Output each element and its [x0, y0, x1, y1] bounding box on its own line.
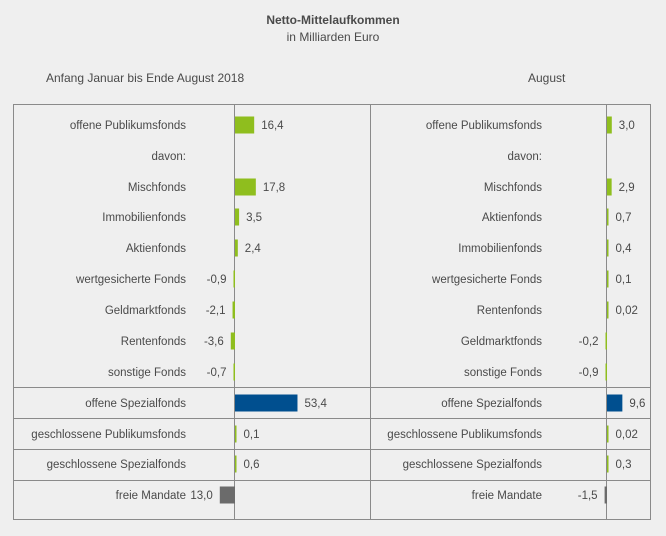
category-label: Aktienfonds	[482, 212, 542, 224]
value-label: -2,1	[206, 305, 226, 317]
value-label: -3,6	[204, 336, 224, 348]
value-label: 9,6	[629, 398, 645, 410]
value-label: 53,4	[304, 398, 327, 410]
category-label: offene Publikumsfonds	[426, 120, 542, 132]
value-label: 0,02	[616, 305, 638, 317]
category-label: Immobilienfonds	[102, 212, 186, 224]
value-label: 3,0	[619, 120, 635, 132]
category-label: sonstige Fonds	[108, 367, 186, 379]
bar	[607, 394, 623, 412]
chart-title: Netto-Mittelaufkommen	[266, 13, 400, 27]
bar	[607, 239, 609, 257]
bar	[607, 116, 612, 134]
value-label: 13,0	[190, 490, 212, 502]
bar	[235, 425, 237, 443]
panel-label-right: August	[528, 71, 566, 85]
value-label: 16,4	[261, 120, 284, 132]
value-label: 0,1	[616, 274, 632, 286]
category-label: offene Publikumsfonds	[70, 120, 186, 132]
category-label: wertgesicherte Fonds	[75, 274, 186, 286]
category-label: Mischfonds	[128, 182, 186, 194]
bar	[230, 332, 235, 350]
category-label: davon:	[507, 151, 542, 163]
category-label: wertgesicherte Fonds	[431, 274, 542, 286]
category-label: Geldmarktfonds	[105, 305, 186, 317]
bar	[607, 301, 609, 319]
bar	[607, 178, 612, 196]
category-label: Rentenfonds	[121, 336, 186, 348]
value-label: 17,8	[263, 182, 285, 194]
value-label: -0,9	[207, 274, 227, 286]
category-label: offene Spezialfonds	[85, 398, 186, 410]
value-label: 0,4	[616, 243, 633, 255]
category-label: Rentenfonds	[477, 305, 542, 317]
category-label: geschlossene Spezialfonds	[403, 459, 543, 471]
value-label: 2,4	[245, 243, 262, 255]
value-label: -0,7	[207, 367, 227, 379]
value-label: 0,3	[616, 459, 632, 471]
bar	[235, 178, 256, 196]
category-label: davon:	[151, 151, 186, 163]
value-label: 3,5	[246, 212, 262, 224]
bar	[235, 394, 298, 412]
bar	[605, 332, 607, 350]
category-label: sonstige Fonds	[464, 367, 542, 379]
value-label: -1,5	[578, 490, 598, 502]
category-label: offene Spezialfonds	[441, 398, 542, 410]
category-label: Geldmarktfonds	[461, 336, 542, 348]
category-label: freie Mandate	[116, 490, 186, 502]
bar	[235, 208, 240, 226]
value-label: 0,1	[244, 429, 260, 441]
bar	[232, 301, 235, 319]
bar	[233, 363, 235, 381]
bar	[607, 425, 609, 443]
category-label: Mischfonds	[484, 182, 542, 194]
value-label: 0,02	[616, 429, 638, 441]
bar	[233, 270, 235, 288]
value-label: 2,9	[619, 182, 635, 194]
bar	[235, 116, 255, 134]
category-label: geschlossene Publikumsfonds	[387, 429, 542, 441]
bar	[607, 455, 609, 473]
chart-frame	[13, 104, 651, 520]
bar	[607, 208, 609, 226]
category-label: Immobilienfonds	[458, 243, 542, 255]
category-label: freie Mandate	[472, 490, 542, 502]
bar	[607, 270, 609, 288]
bar	[219, 486, 235, 504]
value-label: 0,7	[616, 212, 632, 224]
bar	[235, 455, 237, 473]
category-label: geschlossene Spezialfonds	[47, 459, 187, 471]
category-label: Aktienfonds	[126, 243, 186, 255]
panel-label-left: Anfang Januar bis Ende August 2018	[46, 71, 245, 85]
value-label: 0,6	[244, 459, 260, 471]
chart-subtitle: in Milliarden Euro	[286, 30, 380, 44]
bar	[604, 486, 607, 504]
bar	[605, 363, 607, 381]
value-label: -0,2	[579, 336, 599, 348]
value-label: -0,9	[579, 367, 599, 379]
bar	[235, 239, 238, 257]
category-label: geschlossene Publikumsfonds	[31, 429, 186, 441]
